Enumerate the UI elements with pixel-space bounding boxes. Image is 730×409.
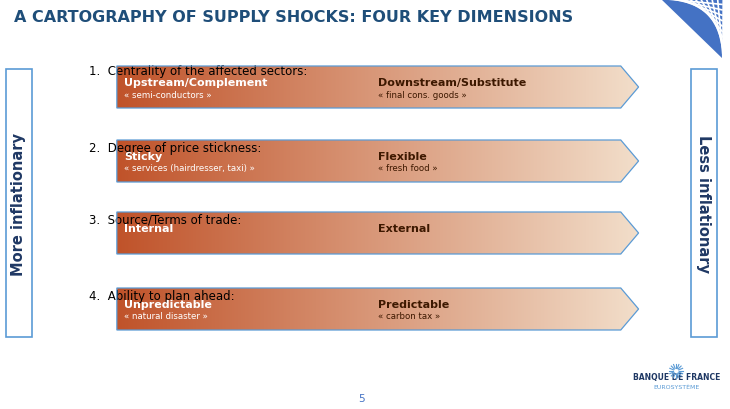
Text: External: External: [377, 223, 430, 234]
Text: Downstream/Substitute: Downstream/Substitute: [377, 78, 526, 88]
Text: More inflationary: More inflationary: [11, 132, 26, 275]
Text: « services (hairdresser, taxi) »: « services (hairdresser, taxi) »: [124, 164, 255, 173]
Text: BANQUE DE FRANCE: BANQUE DE FRANCE: [632, 372, 720, 381]
Text: « semi-conductors »: « semi-conductors »: [124, 90, 212, 99]
Text: Upstream/Complement: Upstream/Complement: [124, 78, 267, 88]
Text: EUROSYSTÈME: EUROSYSTÈME: [653, 384, 699, 389]
Text: « final cons. goods »: « final cons. goods »: [377, 90, 466, 99]
Text: « carbon tax »: « carbon tax »: [377, 312, 440, 321]
Text: « fresh food »: « fresh food »: [377, 164, 437, 173]
Text: « natural disaster »: « natural disaster »: [124, 312, 207, 321]
Text: Sticky: Sticky: [124, 152, 162, 162]
Text: 3.  Source/Terms of trade:: 3. Source/Terms of trade:: [89, 213, 242, 227]
Polygon shape: [661, 0, 723, 60]
Text: Unpredictable: Unpredictable: [124, 299, 212, 309]
FancyBboxPatch shape: [6, 70, 31, 337]
Text: 2.  Degree of price stickness:: 2. Degree of price stickness:: [89, 142, 261, 155]
Text: 5: 5: [358, 393, 365, 403]
Text: Internal: Internal: [124, 223, 173, 234]
FancyBboxPatch shape: [691, 70, 717, 337]
Text: 1.  Centrality of the affected sectors:: 1. Centrality of the affected sectors:: [89, 65, 307, 78]
Text: Flexible: Flexible: [377, 152, 426, 162]
Text: Less inflationary: Less inflationary: [696, 135, 712, 272]
Text: Predictable: Predictable: [377, 299, 449, 309]
Text: 4.  Ability to plan ahead:: 4. Ability to plan ahead:: [89, 289, 235, 302]
Text: A CARTOGRAPHY OF SUPPLY SHOCKS: FOUR KEY DIMENSIONS: A CARTOGRAPHY OF SUPPLY SHOCKS: FOUR KEY…: [14, 10, 573, 25]
